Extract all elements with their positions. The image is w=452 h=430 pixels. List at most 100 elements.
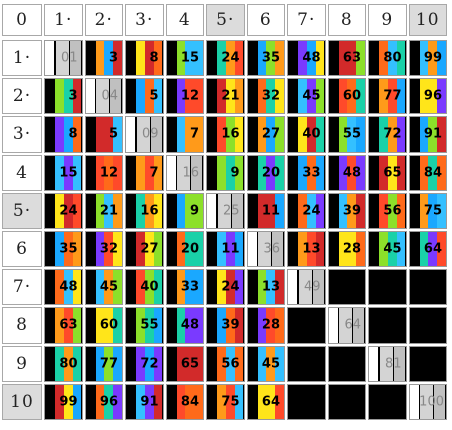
grid-cell[interactable]: 5 — [125, 78, 164, 115]
grid-cell[interactable] — [327, 269, 366, 306]
grid-cell[interactable]: 80 — [44, 345, 83, 382]
grid-cell[interactable]: 28 — [327, 231, 366, 268]
grid-cell[interactable]: 20 — [246, 154, 285, 191]
grid-cell[interactable]: 96 — [408, 78, 447, 115]
grid-cell[interactable]: 13 — [246, 269, 285, 306]
grid-cell[interactable]: 63 — [44, 307, 83, 344]
grid-cell[interactable]: 12 — [165, 78, 204, 115]
grid-cell[interactable]: 27 — [125, 231, 164, 268]
grid-cell[interactable]: 100 — [408, 383, 447, 420]
grid-cell[interactable]: 40 — [125, 269, 164, 306]
grid-cell[interactable]: 16 — [206, 116, 245, 153]
grid-cell[interactable]: 7 — [165, 116, 204, 153]
grid-cell[interactable] — [408, 307, 447, 344]
grid-cell[interactable]: 64 — [246, 383, 285, 420]
grid-cell[interactable]: 13 — [287, 231, 326, 268]
grid-cell[interactable]: 8 — [44, 116, 83, 153]
grid-cell[interactable]: 77 — [84, 345, 123, 382]
grid-cell[interactable]: 8 — [125, 40, 164, 77]
grid-cell[interactable]: 04 — [84, 78, 123, 115]
grid-cell[interactable]: 16 — [165, 154, 204, 191]
grid-cell[interactable]: 84 — [165, 383, 204, 420]
grid-cell[interactable]: 36 — [246, 231, 285, 268]
grid-cell[interactable]: 55 — [125, 307, 164, 344]
grid-cell[interactable]: 33 — [287, 154, 326, 191]
grid-cell[interactable]: 65 — [165, 345, 204, 382]
grid-cell[interactable]: 24 — [287, 192, 326, 229]
grid-cell[interactable]: 45 — [368, 231, 407, 268]
grid-cell[interactable]: 32 — [246, 78, 285, 115]
grid-cell[interactable]: 7 — [125, 154, 164, 191]
grid-cell[interactable]: 84 — [408, 154, 447, 191]
grid-cell[interactable]: 25 — [206, 192, 245, 229]
grid-cell[interactable] — [368, 307, 407, 344]
grid-cell[interactable]: 21 — [206, 78, 245, 115]
grid-cell[interactable]: 09 — [125, 116, 164, 153]
grid-cell[interactable]: 3 — [84, 40, 123, 77]
grid-cell[interactable]: 99 — [44, 383, 83, 420]
grid-cell[interactable] — [327, 345, 366, 382]
grid-cell[interactable]: 72 — [368, 116, 407, 153]
grid-cell[interactable]: 11 — [246, 192, 285, 229]
grid-cell[interactable] — [368, 269, 407, 306]
grid-cell[interactable]: 9 — [206, 154, 245, 191]
grid-cell[interactable]: 55 — [327, 116, 366, 153]
grid-cell[interactable]: 32 — [84, 231, 123, 268]
grid-cell[interactable]: 24 — [44, 192, 83, 229]
grid-cell[interactable]: 40 — [287, 116, 326, 153]
grid-cell[interactable] — [408, 269, 447, 306]
grid-cell[interactable]: 21 — [84, 192, 123, 229]
grid-cell[interactable]: 20 — [165, 231, 204, 268]
grid-cell[interactable]: 81 — [368, 345, 407, 382]
grid-cell[interactable]: 64 — [408, 231, 447, 268]
grid-cell[interactable]: 80 — [368, 40, 407, 77]
grid-cell[interactable]: 75 — [408, 192, 447, 229]
grid-cell[interactable]: 3 — [44, 78, 83, 115]
grid-cell[interactable]: 15 — [44, 154, 83, 191]
grid-cell[interactable]: 5 — [84, 116, 123, 153]
grid-cell[interactable]: 64 — [327, 307, 366, 344]
grid-cell[interactable]: 39 — [206, 307, 245, 344]
grid-cell[interactable]: 16 — [125, 192, 164, 229]
grid-cell[interactable]: 48 — [287, 40, 326, 77]
grid-cell[interactable] — [287, 307, 326, 344]
grid-cell[interactable]: 01 — [44, 40, 83, 77]
grid-cell[interactable]: 91 — [125, 383, 164, 420]
grid-cell[interactable]: 48 — [44, 269, 83, 306]
grid-cell[interactable] — [287, 345, 326, 382]
grid-cell[interactable]: 56 — [206, 345, 245, 382]
grid-cell[interactable] — [368, 383, 407, 420]
grid-cell[interactable]: 60 — [327, 78, 366, 115]
grid-cell[interactable]: 65 — [368, 154, 407, 191]
grid-cell[interactable]: 27 — [246, 116, 285, 153]
grid-cell[interactable] — [408, 345, 447, 382]
grid-cell[interactable]: 11 — [206, 231, 245, 268]
grid-cell[interactable]: 60 — [84, 307, 123, 344]
grid-cell[interactable]: 63 — [327, 40, 366, 77]
grid-cell[interactable]: 77 — [368, 78, 407, 115]
grid-cell[interactable] — [287, 383, 326, 420]
grid-cell[interactable]: 91 — [408, 116, 447, 153]
grid-cell[interactable]: 12 — [84, 154, 123, 191]
grid-cell[interactable]: 48 — [327, 154, 366, 191]
grid-cell[interactable]: 28 — [246, 307, 285, 344]
grid-cell[interactable]: 56 — [368, 192, 407, 229]
grid-cell[interactable]: 48 — [165, 307, 204, 344]
grid-cell[interactable]: 15 — [165, 40, 204, 77]
grid-cell[interactable]: 33 — [165, 269, 204, 306]
grid-cell[interactable]: 99 — [408, 40, 447, 77]
grid-cell[interactable]: 35 — [44, 231, 83, 268]
grid-cell[interactable]: 35 — [246, 40, 285, 77]
grid-cell[interactable] — [327, 383, 366, 420]
grid-cell[interactable]: 75 — [206, 383, 245, 420]
grid-cell[interactable]: 24 — [206, 40, 245, 77]
grid-cell[interactable]: 45 — [287, 78, 326, 115]
grid-cell[interactable]: 45 — [84, 269, 123, 306]
grid-cell[interactable]: 9 — [165, 192, 204, 229]
grid-cell[interactable]: 49 — [287, 269, 326, 306]
grid-cell[interactable]: 96 — [84, 383, 123, 420]
grid-cell[interactable]: 39 — [327, 192, 366, 229]
grid-cell[interactable]: 45 — [246, 345, 285, 382]
grid-cell[interactable]: 24 — [206, 269, 245, 306]
grid-cell[interactable]: 72 — [125, 345, 164, 382]
